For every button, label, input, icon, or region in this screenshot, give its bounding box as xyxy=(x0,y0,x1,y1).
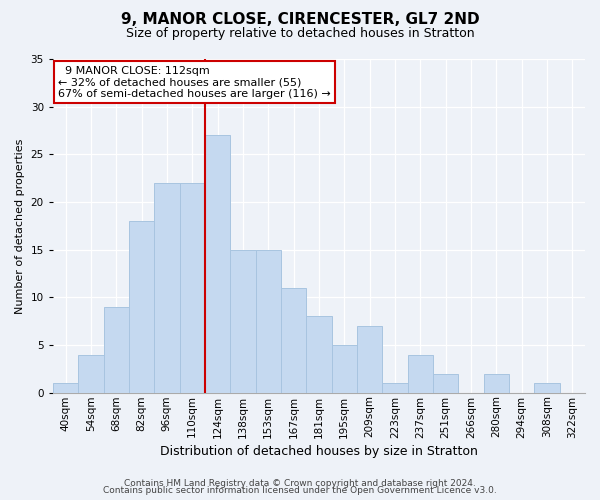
Text: Contains public sector information licensed under the Open Government Licence v3: Contains public sector information licen… xyxy=(103,486,497,495)
Bar xyxy=(53,383,78,392)
Bar xyxy=(78,354,104,393)
Bar xyxy=(154,183,179,392)
Bar xyxy=(256,250,281,392)
Y-axis label: Number of detached properties: Number of detached properties xyxy=(15,138,25,314)
Bar xyxy=(179,183,205,392)
Bar xyxy=(281,288,306,393)
Text: 9, MANOR CLOSE, CIRENCESTER, GL7 2ND: 9, MANOR CLOSE, CIRENCESTER, GL7 2ND xyxy=(121,12,479,28)
Bar xyxy=(306,316,332,392)
Bar xyxy=(484,374,509,392)
Text: Size of property relative to detached houses in Stratton: Size of property relative to detached ho… xyxy=(125,28,475,40)
Text: Contains HM Land Registry data © Crown copyright and database right 2024.: Contains HM Land Registry data © Crown c… xyxy=(124,478,476,488)
X-axis label: Distribution of detached houses by size in Stratton: Distribution of detached houses by size … xyxy=(160,444,478,458)
Bar xyxy=(230,250,256,392)
Bar xyxy=(535,383,560,392)
Bar xyxy=(104,307,129,392)
Bar xyxy=(357,326,382,392)
Bar xyxy=(205,136,230,392)
Bar xyxy=(407,354,433,393)
Bar xyxy=(332,345,357,393)
Bar xyxy=(382,383,407,392)
Text: 9 MANOR CLOSE: 112sqm
← 32% of detached houses are smaller (55)
67% of semi-deta: 9 MANOR CLOSE: 112sqm ← 32% of detached … xyxy=(58,66,331,99)
Bar xyxy=(433,374,458,392)
Bar xyxy=(129,221,154,392)
